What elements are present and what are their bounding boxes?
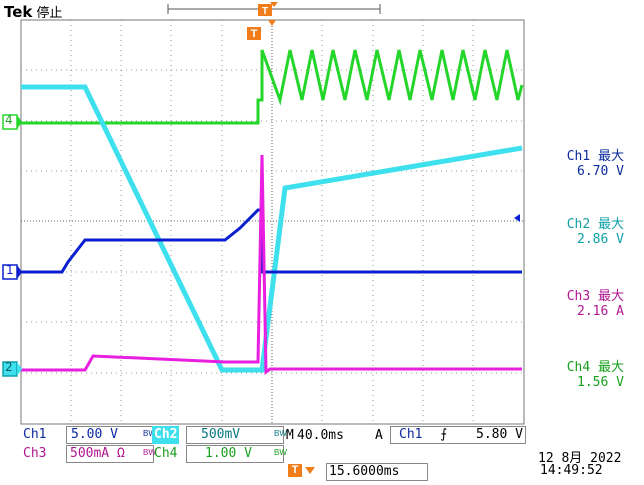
date-text: 12 8月 2022 — [538, 451, 622, 466]
meas-ch4: Ch4 最大 1.56 V — [514, 356, 624, 390]
delay-arrow-icon — [305, 467, 315, 474]
ch1-trace — [21, 208, 522, 274]
svg-text:T: T — [251, 28, 258, 40]
ch4-scale: 1.00 V — [205, 446, 252, 461]
ch4-label[interactable]: Ch4 — [154, 446, 178, 461]
ch3-label[interactable]: Ch3 — [23, 446, 47, 461]
horizontal-mark: M — [286, 428, 294, 443]
ch2-scale: 500mV — [201, 427, 241, 442]
delay-value: 15.6000ms — [329, 464, 400, 479]
acq-mode: A — [375, 428, 383, 443]
meas-ch2: Ch2 最大 2.86 V — [514, 213, 624, 247]
ch3-trace — [21, 154, 522, 375]
ch2-scale-box[interactable]: 500mV — [186, 426, 284, 444]
run-status: 停止 — [36, 6, 63, 21]
delay-trigger-icon: T — [288, 464, 302, 477]
ch2-marker-label: 2 — [5, 360, 13, 374]
ch3-scale-box[interactable]: 500mA Ω — [66, 445, 154, 463]
ch1-scale-box[interactable]: 5.00 V — [66, 426, 153, 444]
meas-ch3-value: 2.16 A — [577, 304, 624, 319]
meas-ch1-title: Ch1 最大 — [566, 149, 624, 164]
trigger-slope-icon: ⨍ — [440, 427, 448, 442]
meas-ch4-value: 1.56 V — [577, 375, 624, 390]
trigger-position-icon — [258, 4, 272, 16]
ch1-scale: 5.00 V — [71, 427, 118, 442]
ch4-trace — [21, 49, 524, 125]
ch4-marker-label: 4 — [5, 113, 13, 127]
ch4-scale-box[interactable]: 1.00 V — [186, 445, 284, 463]
ch3-scale: 500mA Ω — [70, 446, 125, 461]
time-text: 14:49:52 — [540, 463, 603, 478]
brand-text: Tek — [4, 3, 33, 21]
meas-ch2-title: Ch2 最大 — [566, 217, 624, 232]
brand-label: Tek 停止 — [4, 2, 62, 21]
delay-box[interactable]: 15.6000ms — [326, 463, 428, 481]
timebase-value[interactable]: 40.0ms — [297, 428, 344, 443]
svg-text:T: T — [262, 6, 268, 17]
meas-ch3-title: Ch3 最大 — [566, 289, 624, 304]
trigger-level: 5.80 V — [476, 427, 523, 442]
ch1-label[interactable]: Ch1 — [23, 427, 47, 442]
meas-ch1-value: 6.70 V — [577, 164, 624, 179]
meas-ch1: Ch1 最大 6.70 V — [514, 145, 624, 179]
ch1-marker-label: 1 — [6, 263, 14, 277]
ch4-bw-icon: BW — [274, 448, 287, 457]
ch2-label[interactable]: Ch2 — [152, 426, 180, 444]
ch3-bw-icon: BW — [143, 448, 156, 457]
ch2-trace — [21, 84, 523, 373]
ch2-bw-icon: BW — [274, 429, 287, 438]
trigger-level-icon — [514, 214, 520, 222]
meas-ch3: Ch3 最大 2.16 A — [514, 285, 624, 319]
ch1-bw-icon: BW — [143, 429, 156, 438]
graticule-axes — [21, 20, 524, 424]
meas-ch2-value: 2.86 V — [577, 232, 624, 247]
trigger-time-marker — [247, 27, 261, 40]
trigger-source: Ch1 — [399, 427, 423, 442]
meas-ch4-title: Ch4 最大 — [566, 360, 624, 375]
trigger-box[interactable]: Ch1 ⨍ 5.80 V — [390, 426, 526, 444]
record-bar: T — [167, 2, 381, 17]
